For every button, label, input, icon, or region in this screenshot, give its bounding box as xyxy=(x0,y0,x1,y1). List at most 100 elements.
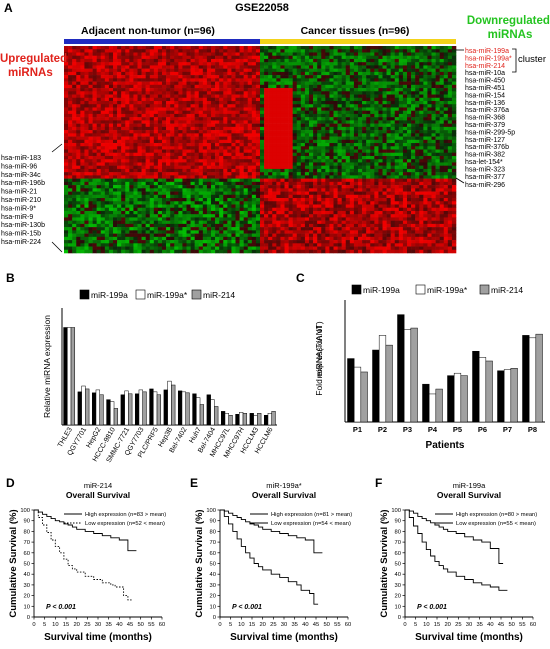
heatmap-cell xyxy=(402,81,408,86)
heatmap-cell xyxy=(100,185,106,189)
heatmap-cell xyxy=(145,91,151,95)
heatmap-cell xyxy=(170,100,175,105)
heatmap-cell xyxy=(292,113,298,118)
heatmap-cell xyxy=(341,110,347,115)
heatmap-cell xyxy=(317,107,322,111)
heatmap-cell xyxy=(333,185,338,189)
heatmap-cell xyxy=(255,65,261,69)
heatmap-cell xyxy=(358,110,363,115)
heatmap-cell xyxy=(276,91,281,95)
heatmap-cell xyxy=(231,133,236,137)
heatmap-cell xyxy=(349,46,355,50)
heatmap-cell xyxy=(166,78,171,82)
heatmap-cell xyxy=(341,126,347,131)
heatmap-cell xyxy=(113,165,118,170)
heatmap-cell xyxy=(198,62,204,66)
heatmap-cell xyxy=(186,75,191,79)
heatmap-cell xyxy=(394,149,400,154)
heatmap-cell xyxy=(145,172,151,176)
heatmap-cell xyxy=(182,55,187,60)
heatmap-cell xyxy=(182,130,187,134)
heatmap-cell xyxy=(166,194,171,199)
heatmap-cell xyxy=(174,139,179,144)
heatmap-cell xyxy=(211,126,216,131)
heatmap-cell xyxy=(231,75,236,79)
heatmap-cell xyxy=(419,162,424,166)
heatmap-cell xyxy=(174,46,179,50)
heatmap-cell xyxy=(80,143,85,147)
heatmap-cell xyxy=(227,123,232,128)
heatmap-cell xyxy=(447,210,453,215)
heatmap-cell xyxy=(96,165,102,170)
heatmap-cell xyxy=(166,71,171,76)
heatmap-cell xyxy=(451,149,457,154)
heatmap-cell xyxy=(251,117,257,121)
heatmap-cell xyxy=(333,201,338,205)
heatmap-cell xyxy=(386,91,391,95)
heatmap-cell xyxy=(358,49,363,53)
heatmap-cell xyxy=(68,159,73,163)
heatmap-cell xyxy=(104,165,110,170)
heatmap-cell xyxy=(407,55,412,60)
heatmap-cell xyxy=(129,152,134,157)
heatmap-cell xyxy=(317,207,322,212)
heatmap-cell xyxy=(435,126,440,131)
heatmap-cell xyxy=(64,55,69,60)
heatmap-cell xyxy=(239,207,244,212)
heatmap-cell xyxy=(386,185,391,189)
heatmap-cell xyxy=(321,88,326,92)
heatmap-cell xyxy=(374,207,379,212)
heatmap-cell xyxy=(296,191,302,196)
heatmap-cell xyxy=(88,185,93,189)
heatmap-cell xyxy=(96,207,102,212)
heatmap-cell xyxy=(219,55,224,60)
heatmap-cell xyxy=(329,181,334,186)
heatmap-cell xyxy=(309,136,314,141)
heatmap-cell xyxy=(219,198,224,202)
heatmap-cell xyxy=(260,204,265,209)
heatmap-cell xyxy=(194,143,200,147)
heatmap-cell xyxy=(251,75,257,79)
heatmap-cell xyxy=(419,81,424,86)
heatmap-cell xyxy=(121,185,126,189)
heatmap-cell xyxy=(268,152,273,157)
heatmap-cell xyxy=(190,97,195,102)
heatmap-cell xyxy=(366,68,371,73)
heatmap-cell xyxy=(190,65,195,69)
heatmap-cell xyxy=(345,172,351,176)
heatmap-cell xyxy=(394,146,400,150)
heatmap-cell xyxy=(427,126,432,131)
heatmap-cell xyxy=(206,62,212,66)
heatmap-cell xyxy=(202,130,208,134)
heatmap-cell xyxy=(415,65,420,69)
heatmap-cell xyxy=(300,143,306,147)
heatmap-cell xyxy=(251,133,257,137)
heatmap-cell xyxy=(211,152,216,157)
heatmap-cell xyxy=(211,159,216,163)
heatmap-cell xyxy=(255,71,261,76)
heatmap-cell xyxy=(162,168,167,173)
heatmap-cell xyxy=(133,52,138,56)
heatmap-cell xyxy=(129,185,134,189)
heatmap-cell xyxy=(166,62,171,66)
heatmap-cell xyxy=(80,94,85,99)
heatmap-cell xyxy=(264,97,269,102)
heatmap-cell xyxy=(211,58,216,63)
heatmap-cell xyxy=(190,107,195,111)
heatmap-cell xyxy=(194,100,200,105)
heatmap-cell xyxy=(133,97,138,102)
heatmap-cell xyxy=(268,120,273,124)
heatmap-cell xyxy=(149,126,155,131)
heatmap-cell xyxy=(153,58,159,63)
heatmap-cell xyxy=(117,91,122,95)
heatmap-cell xyxy=(243,133,249,137)
heatmap-cell xyxy=(247,55,253,60)
heatmap-cell xyxy=(92,65,97,69)
heatmap-cell xyxy=(411,97,416,102)
heatmap-cell xyxy=(264,78,269,82)
heatmap-cell xyxy=(190,52,195,56)
heatmap-cell xyxy=(370,168,375,173)
heatmap-cell xyxy=(223,181,228,186)
heatmap-cell xyxy=(321,194,326,199)
heatmap-cell xyxy=(141,146,146,150)
